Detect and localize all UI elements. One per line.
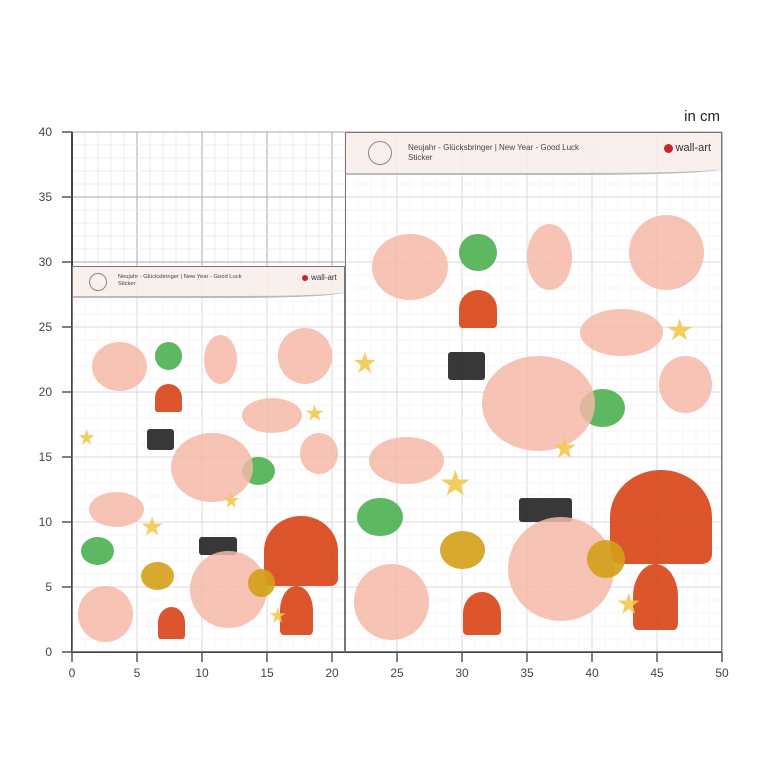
pig-sticker <box>628 214 705 291</box>
clover-sticker <box>357 497 403 536</box>
x-tick-label: 10 <box>195 666 209 680</box>
x-tick-label: 25 <box>390 666 404 680</box>
x-tick-label: 0 <box>69 666 76 680</box>
y-tick-label: 35 <box>39 190 53 204</box>
mushroom-sticker <box>632 564 678 631</box>
star-sticker <box>353 351 376 374</box>
sheet-subtitle: Sticker <box>117 281 136 288</box>
brand-logo-icon <box>663 143 673 153</box>
gold-sticker <box>247 568 276 597</box>
clover-sticker <box>81 537 114 566</box>
y-tick-label: 30 <box>39 255 53 269</box>
pig-sticker <box>78 586 134 642</box>
pig-sticker <box>368 436 444 484</box>
sheet-title: Neujahr - Glücksbringer | New Year - Goo… <box>408 143 579 162</box>
gold-sticker <box>587 540 625 579</box>
y-tick-label: 40 <box>39 125 53 139</box>
brand-name: wall-art <box>675 142 711 154</box>
clover-sticker <box>459 233 497 272</box>
y-tick-label: 0 <box>45 645 52 659</box>
brand-logo: wall-art <box>663 142 711 154</box>
pig-sticker <box>526 224 573 291</box>
brand-logo: wall-art <box>301 273 337 283</box>
sheet-subtitle: Sticker <box>408 152 433 162</box>
pig-sticker <box>89 491 144 527</box>
star-sticker <box>440 469 470 496</box>
y-tick-label: 25 <box>39 320 53 334</box>
sticker-peel-icon <box>88 272 107 291</box>
pig-sticker <box>372 233 448 300</box>
mushroom-sticker <box>157 607 185 639</box>
sheet-header: Neujahr - Glücksbringer | New Year - Goo… <box>346 133 721 175</box>
y-tick-label: 20 <box>39 385 53 399</box>
pig-sticker <box>353 564 429 640</box>
pig-sticker <box>92 341 147 391</box>
pig-sticker <box>242 397 303 433</box>
mushroom-sticker <box>609 469 712 565</box>
sticker-sheet-small: Neujahr - Glücksbringer | New Year - Goo… <box>72 265 345 652</box>
clover-sticker <box>154 341 183 370</box>
mushroom-sticker <box>459 290 497 329</box>
x-tick-label: 40 <box>585 666 599 680</box>
hat-sticker <box>198 537 237 555</box>
gold-sticker <box>440 531 486 569</box>
mushroom-sticker <box>154 383 183 412</box>
pig-sticker <box>579 309 663 357</box>
hat-sticker <box>447 351 486 380</box>
sheet-title-text: Neujahr - Glücksbringer | New Year - Goo… <box>117 274 242 281</box>
x-tick-label: 45 <box>650 666 664 680</box>
mushroom-sticker <box>264 516 338 587</box>
unit-label: in cm <box>684 108 720 125</box>
x-tick-label: 30 <box>455 666 469 680</box>
hat-sticker <box>519 497 573 522</box>
pig-sticker <box>481 356 595 451</box>
pig-sticker <box>299 432 338 475</box>
mushroom-sticker <box>462 592 501 635</box>
sticker-sheet-large: Neujahr - Glücksbringer | New Year - Goo… <box>345 132 722 652</box>
pig-sticker <box>277 327 333 384</box>
hat-sticker <box>146 429 174 450</box>
sheet-title-text: Neujahr - Glücksbringer | New Year - Goo… <box>408 143 580 152</box>
sheet-header: Neujahr - Glücksbringer | New Year - Goo… <box>73 266 344 298</box>
pig-sticker <box>171 432 254 503</box>
x-tick-label: 15 <box>260 666 274 680</box>
x-tick-label: 20 <box>325 666 339 680</box>
sheet-title: Neujahr - Glücksbringer | New Year - Goo… <box>118 274 242 288</box>
pig-sticker <box>658 356 712 413</box>
brand-name: wall-art <box>311 273 337 283</box>
x-tick-label: 50 <box>715 666 729 680</box>
sticker-peel-icon <box>368 141 392 165</box>
y-tick-label: 15 <box>39 450 53 464</box>
y-tick-label: 10 <box>39 515 53 529</box>
x-tick-label: 35 <box>520 666 534 680</box>
gold-sticker <box>141 561 174 590</box>
brand-logo-icon <box>301 274 309 282</box>
star-sticker <box>141 516 163 536</box>
star-sticker <box>666 318 693 341</box>
x-tick-label: 5 <box>134 666 141 680</box>
star-sticker <box>78 429 95 445</box>
pig-sticker <box>204 334 237 384</box>
star-sticker <box>305 404 324 421</box>
y-tick-label: 5 <box>45 580 52 594</box>
mushroom-sticker <box>280 586 314 635</box>
